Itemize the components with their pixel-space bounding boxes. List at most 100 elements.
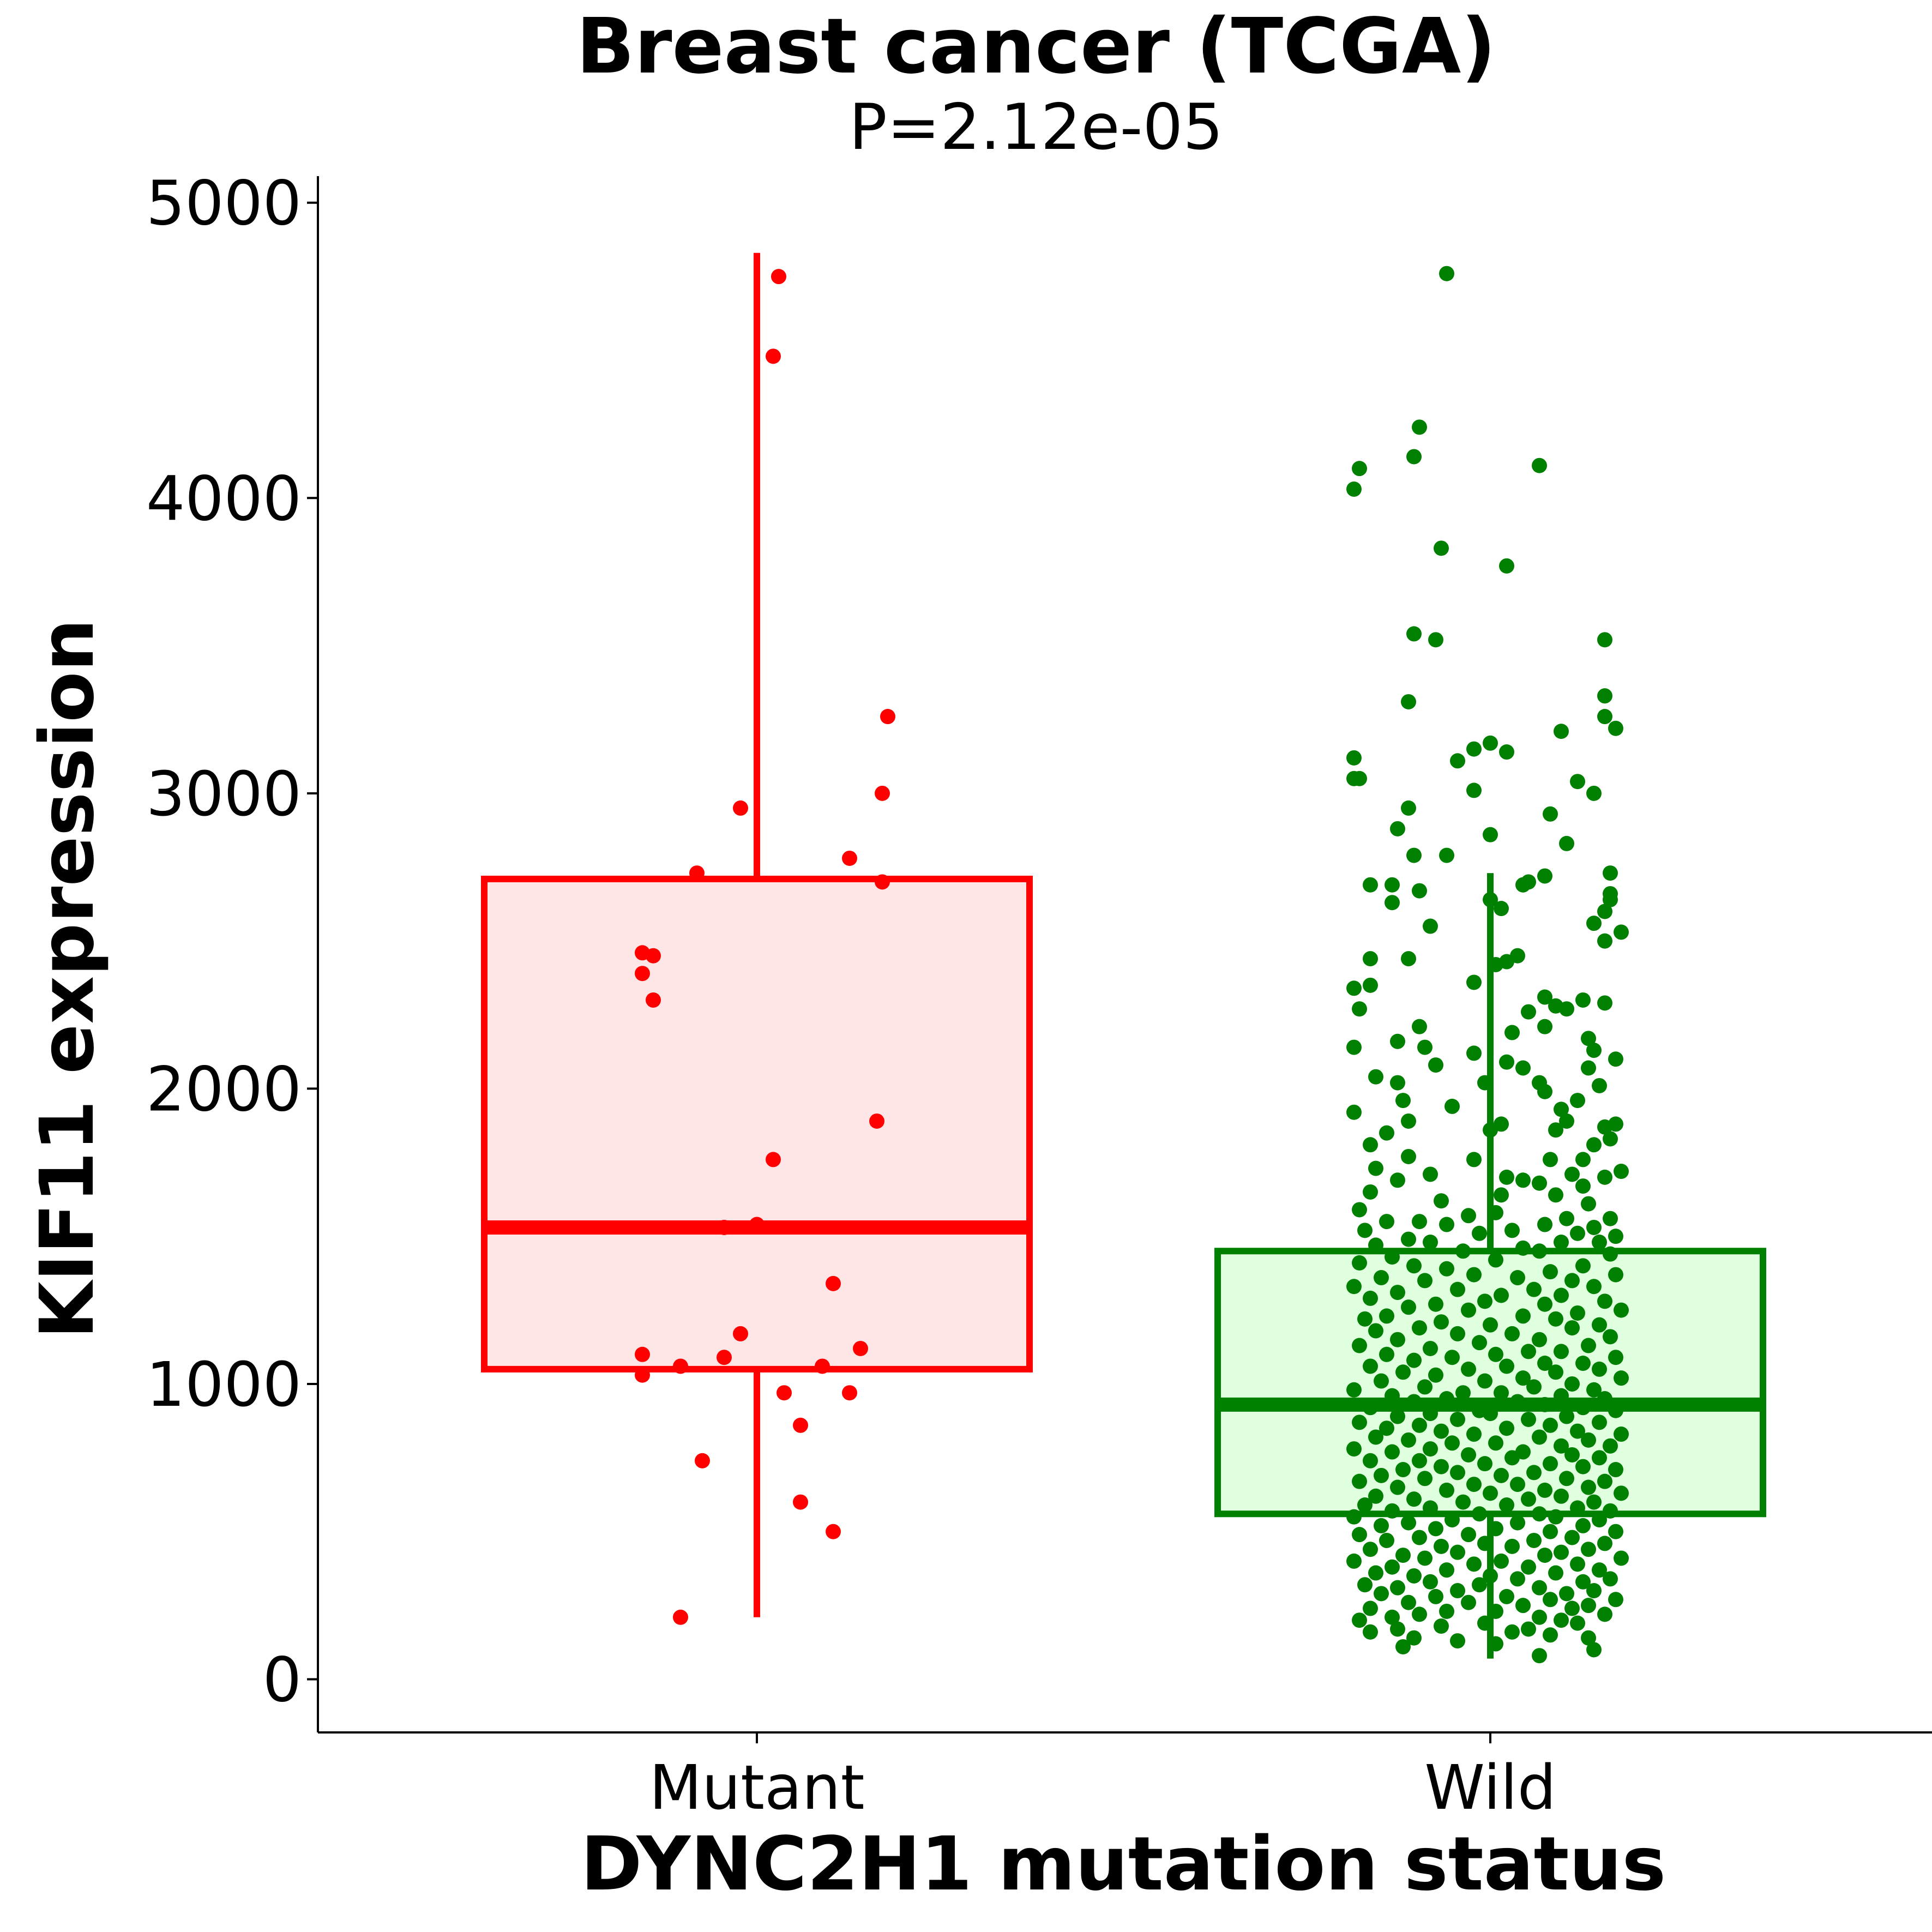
data-point-wild <box>1352 1612 1367 1628</box>
data-point-wild <box>1390 1332 1405 1347</box>
data-point-wild <box>1423 1441 1438 1457</box>
data-point-wild <box>1581 1479 1596 1495</box>
data-point-wild <box>1510 1571 1525 1587</box>
data-point-wild <box>1428 1521 1443 1537</box>
data-point-wild <box>1581 1338 1596 1353</box>
data-point-wild <box>1559 1409 1574 1424</box>
data-point-wild <box>1346 482 1362 497</box>
data-point-wild <box>1521 1559 1536 1575</box>
y-tick-label: 2000 <box>146 1054 302 1125</box>
data-point-wild <box>1406 449 1422 465</box>
data-point-mutant <box>766 1152 781 1167</box>
data-point-wild <box>1401 1113 1416 1129</box>
y-tick-label: 5000 <box>146 168 302 239</box>
data-point-wild <box>1537 1296 1552 1312</box>
data-point-wild <box>1385 1609 1400 1625</box>
data-point-wild <box>1592 1317 1607 1333</box>
data-point-wild <box>1434 1618 1449 1634</box>
data-point-wild <box>1548 1122 1563 1138</box>
data-point-wild <box>1374 1373 1389 1389</box>
data-point-wild <box>1510 1477 1525 1492</box>
data-point-wild <box>1526 1281 1542 1297</box>
data-point-wild <box>1526 1379 1542 1395</box>
data-point-wild <box>1439 1482 1454 1498</box>
data-point-wild <box>1603 1438 1618 1454</box>
data-point-wild <box>1504 1223 1520 1238</box>
data-point-wild <box>1466 1556 1482 1572</box>
data-point-mutant <box>733 1326 748 1341</box>
data-point-wild <box>1434 1193 1449 1209</box>
data-point-wild <box>1614 1164 1629 1179</box>
data-point-wild <box>1597 933 1612 949</box>
data-point-wild <box>1374 1467 1389 1483</box>
data-point-wild <box>1368 1160 1383 1176</box>
data-point-wild <box>1363 1600 1378 1616</box>
data-point-wild <box>1586 1043 1602 1058</box>
data-point-wild <box>1346 1553 1362 1569</box>
data-point-wild <box>1564 1447 1580 1462</box>
data-point-wild <box>1401 1231 1416 1247</box>
data-point-wild <box>1406 1258 1422 1274</box>
data-point-wild <box>1395 1364 1411 1380</box>
data-point-wild <box>1466 1267 1482 1283</box>
data-point-wild <box>1352 771 1367 786</box>
data-point-wild <box>1412 1019 1427 1034</box>
data-point-wild <box>1575 992 1591 1008</box>
data-point-wild <box>1603 1571 1618 1587</box>
data-point-wild <box>1461 1527 1476 1543</box>
data-point-mutant <box>646 948 661 964</box>
data-point-wild <box>1608 1524 1623 1539</box>
data-point-wild <box>1346 980 1362 996</box>
data-point-wild <box>1488 1435 1503 1451</box>
data-point-wild <box>1515 1598 1531 1614</box>
data-point-mutant <box>793 1494 808 1510</box>
data-point-wild <box>1537 1356 1552 1371</box>
data-point-wild <box>1564 1273 1580 1289</box>
data-point-wild <box>1401 951 1416 967</box>
data-point-wild <box>1450 1633 1465 1649</box>
data-point-wild <box>1494 1467 1509 1483</box>
data-point-wild <box>1499 1421 1514 1436</box>
data-point-wild <box>1499 1054 1514 1070</box>
data-point-wild <box>1575 1356 1591 1371</box>
data-point-wild <box>1504 1538 1520 1554</box>
data-point-wild <box>1575 1518 1591 1533</box>
data-point-wild <box>1439 1217 1454 1232</box>
data-point-wild <box>1608 1051 1623 1067</box>
data-point-wild <box>1346 1279 1362 1295</box>
data-point-mutant <box>733 800 748 816</box>
data-point-wild <box>1406 1491 1422 1507</box>
data-point-wild <box>1390 821 1405 836</box>
data-point-wild <box>1499 1588 1514 1604</box>
data-point-wild <box>1504 1025 1520 1040</box>
data-point-wild <box>1548 1364 1563 1380</box>
data-point-wild <box>1543 1417 1558 1433</box>
data-point-wild <box>1597 1536 1612 1551</box>
data-point-wild <box>1379 1421 1394 1436</box>
data-point-wild <box>1597 688 1612 704</box>
data-point-wild <box>1499 1169 1514 1185</box>
data-point-wild <box>1346 1382 1362 1398</box>
data-point-wild <box>1483 827 1498 842</box>
data-point-mutant <box>646 992 661 1008</box>
data-point-wild <box>1390 1285 1405 1301</box>
data-point-wild <box>1543 806 1558 822</box>
data-point-wild <box>1450 753 1465 769</box>
data-point-wild <box>1401 1148 1416 1164</box>
data-point-wild <box>1526 1532 1542 1548</box>
data-point-wild <box>1363 1184 1378 1200</box>
data-point-wild <box>1423 918 1438 934</box>
data-point-wild <box>1385 1559 1400 1575</box>
data-point-wild <box>1570 1225 1585 1241</box>
data-point-wild <box>1412 1606 1427 1622</box>
data-point-wild <box>1455 1494 1471 1510</box>
data-point-wild <box>1412 883 1427 899</box>
plot-area <box>481 252 1766 1664</box>
data-point-wild <box>1401 694 1416 709</box>
data-point-wild <box>1488 1346 1503 1362</box>
data-point-wild <box>1597 1293 1612 1309</box>
data-point-wild <box>1379 1308 1394 1324</box>
data-point-wild <box>1537 1548 1552 1563</box>
data-point-wild <box>1390 1075 1405 1091</box>
data-point-wild <box>1586 1137 1602 1153</box>
